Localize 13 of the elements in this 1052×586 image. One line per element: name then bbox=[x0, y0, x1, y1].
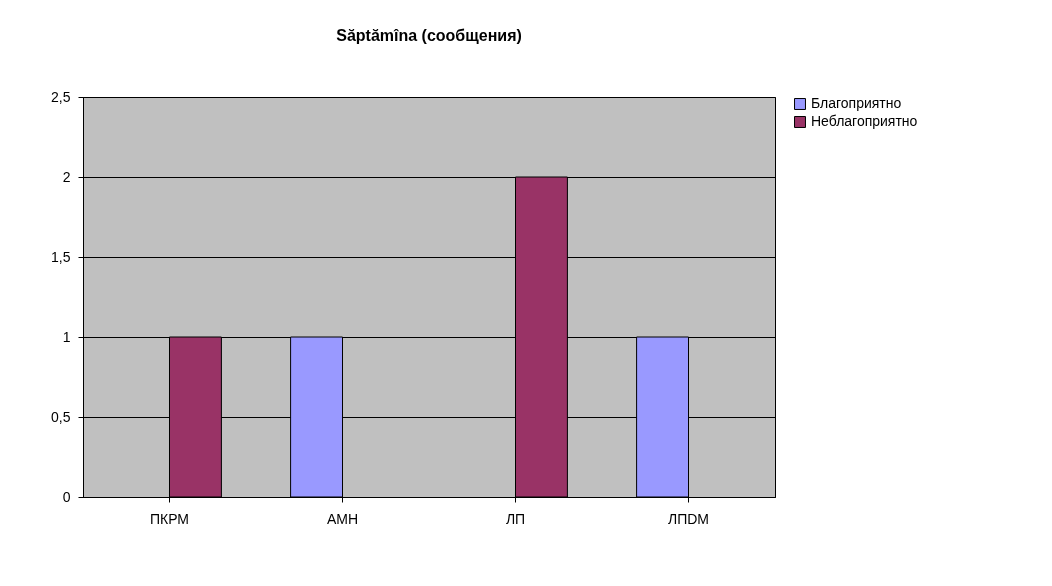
legend-label: Благоприятно bbox=[811, 95, 902, 111]
x-tick-label: ПКРМ bbox=[149, 510, 190, 527]
x-tick-label: ЛП bbox=[505, 510, 526, 527]
y-tick-label: 1 bbox=[62, 328, 71, 345]
x-tick-label: АМН bbox=[326, 510, 359, 527]
y-tick-label: 2,5 bbox=[51, 88, 71, 105]
y-tick-label: 1,5 bbox=[51, 248, 71, 265]
chart-title: Săptămîna (сообщения) bbox=[336, 27, 522, 44]
y-tick-label: 0,5 bbox=[51, 408, 71, 425]
y-tick-label: 0 bbox=[62, 488, 71, 505]
x-tick-label: ЛПDM bbox=[667, 510, 710, 527]
legend-label: Неблагоприятно bbox=[811, 113, 918, 129]
y-tick-label: 2 bbox=[62, 168, 71, 185]
